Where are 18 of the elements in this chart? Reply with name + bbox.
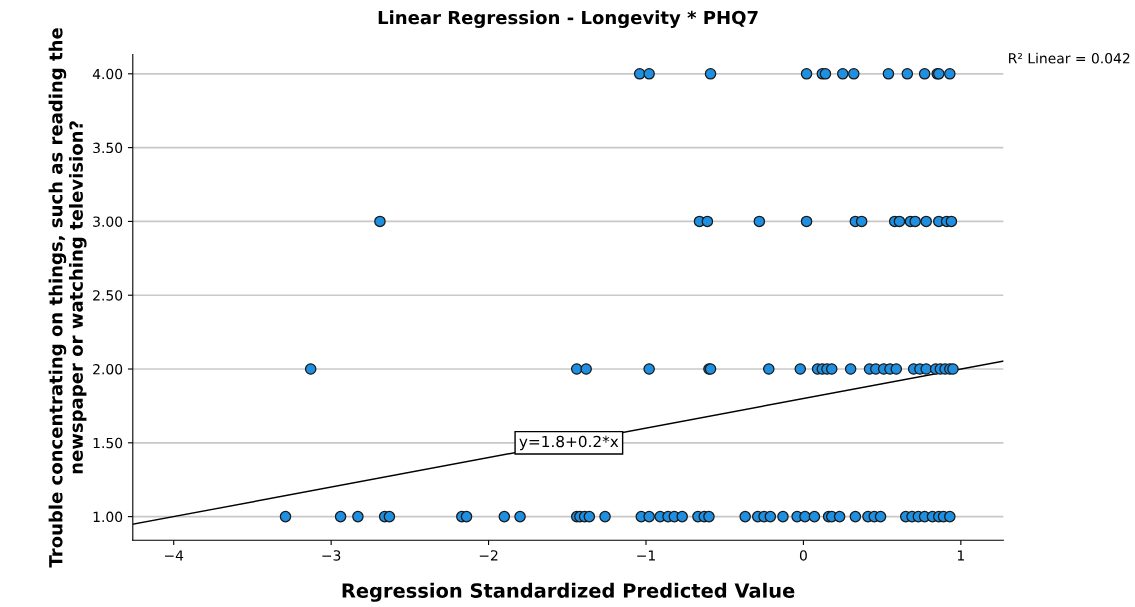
y-tick-label: 2.00 xyxy=(93,363,123,375)
x-tick-label: −2 xyxy=(479,550,498,561)
y-tick-label: 1.00 xyxy=(93,511,123,523)
x-tick-label: −4 xyxy=(164,550,184,561)
annotation: y=1.8+0.2*x xyxy=(519,435,619,451)
y-tick-label: 4.00 xyxy=(92,68,123,80)
y-tick-label: 2.50 xyxy=(93,290,123,301)
x-tick-label: −1 xyxy=(637,550,655,561)
y-tick-label: 3.00 xyxy=(93,216,123,227)
x-tick-label: 1 xyxy=(957,550,964,561)
chart-title: Linear Regression - Longevity * PHQ7 xyxy=(378,10,758,28)
y-axis-title: Trouble concentrating on things, such as reading the newspaper or watching television? xyxy=(48,28,87,568)
text: R² Linear = 0.042 xyxy=(1009,52,1130,64)
y-tick-label: 3.50 xyxy=(93,142,123,154)
x-tick-label: −3 xyxy=(322,550,341,561)
y-tick-label: 1.50 xyxy=(93,437,123,449)
x-axis-title: Regression Standardized Predicted Value xyxy=(342,582,795,602)
x-tick-label: 0 xyxy=(799,550,807,561)
